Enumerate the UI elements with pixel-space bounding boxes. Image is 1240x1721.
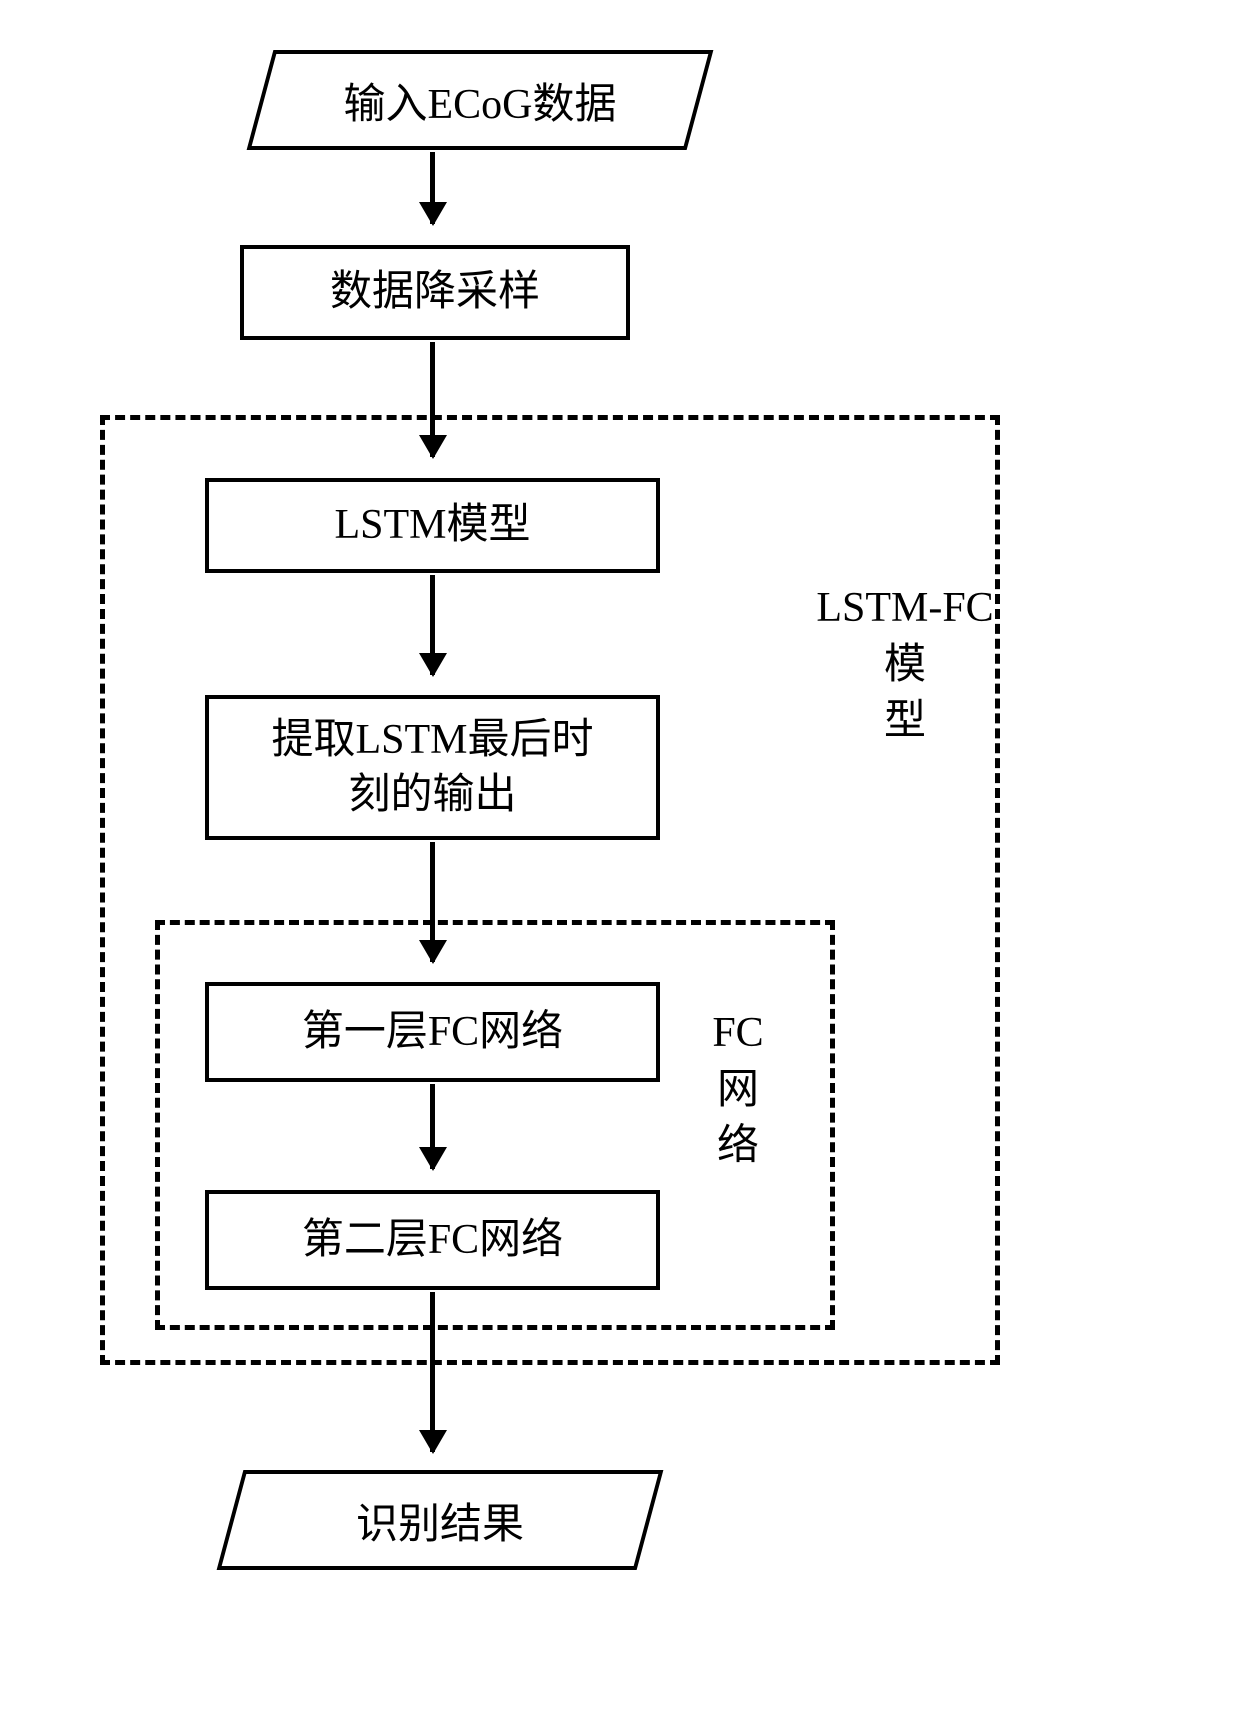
node-input-label: 输入ECoG数据: [264, 54, 696, 146]
arrow-5: [430, 1084, 435, 1169]
arrow-6: [430, 1292, 435, 1452]
node-downsample: 数据降采样: [240, 245, 630, 340]
node-lstm-label: LSTM模型: [334, 498, 530, 553]
node-fc2: 第二层FC网络: [205, 1190, 660, 1290]
node-output: 识别结果: [217, 1470, 664, 1570]
node-fc2-label: 第二层FC网络: [302, 1213, 563, 1268]
node-extract: 提取LSTM最后时 刻的输出: [205, 695, 660, 840]
node-lstm: LSTM模型: [205, 478, 660, 573]
group-lstm-fc-label: LSTM-FC 模 型: [815, 580, 995, 750]
node-input: 输入ECoG数据: [247, 50, 714, 150]
arrow-3: [430, 575, 435, 675]
node-extract-label: 提取LSTM最后时 刻的输出: [271, 713, 593, 822]
group-lstm-fc-label-text: LSTM-FC 模 型: [816, 585, 993, 744]
node-fc1-label: 第一层FC网络: [302, 1005, 563, 1060]
node-fc1: 第一层FC网络: [205, 982, 660, 1082]
arrow-2: [430, 342, 435, 457]
arrow-1: [430, 152, 435, 224]
arrow-4: [430, 842, 435, 962]
group-fc-label: FC 网 络: [688, 1005, 788, 1175]
node-downsample-label: 数据降采样: [330, 265, 540, 320]
group-fc-label-text: FC 网 络: [712, 1010, 763, 1169]
node-output-label: 识别结果: [234, 1474, 646, 1566]
